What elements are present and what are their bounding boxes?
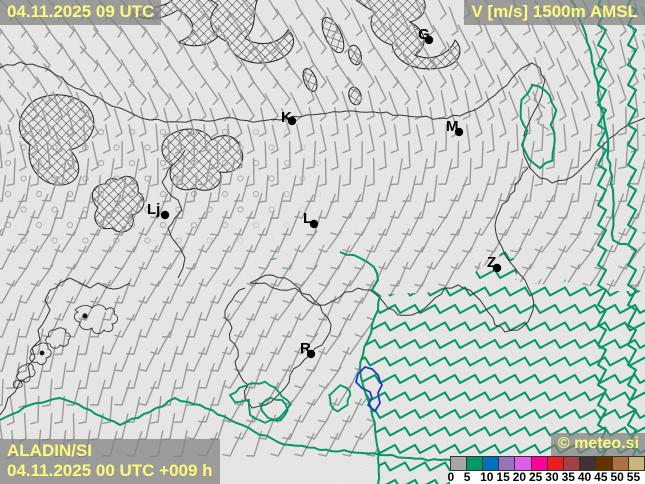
svg-text:G: G: [418, 26, 430, 43]
svg-text:M: M: [446, 118, 459, 135]
svg-text:Lj: Lj: [147, 201, 160, 218]
svg-text:Z: Z: [487, 254, 496, 271]
svg-text:R: R: [300, 340, 311, 357]
svg-text:L: L: [303, 210, 312, 227]
svg-text:K: K: [281, 109, 292, 126]
